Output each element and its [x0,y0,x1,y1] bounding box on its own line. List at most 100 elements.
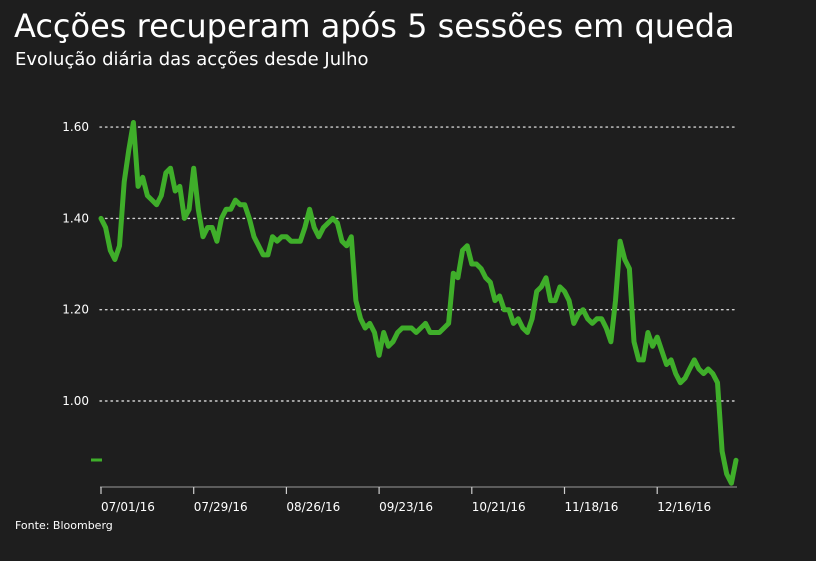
data-point [549,299,552,302]
data-point [303,226,306,229]
data-point [586,317,589,320]
data-point [619,240,622,243]
data-point [137,185,140,188]
data-point [572,322,575,325]
data-point [531,317,534,320]
data-point [336,222,339,225]
data-point [141,176,144,179]
data-point [466,244,469,247]
data-point [438,331,441,334]
data-point [229,208,232,211]
series-layer [98,120,739,486]
y-tick-label: 1.20 [62,303,89,317]
data-point [160,194,163,197]
data-point [461,249,464,252]
data-point [127,148,130,151]
data-point [646,331,649,334]
data-point [684,377,687,380]
data-point [197,208,200,211]
data-point [211,226,214,229]
chart-subtitle: Evolução diária das acções desde Julho [15,49,369,70]
data-point [262,253,265,256]
data-point [716,381,719,384]
data-point [174,190,177,193]
x-tick-label: 08/26/16 [286,500,340,514]
data-point [290,240,293,243]
data-point [313,226,316,229]
data-point [178,185,181,188]
data-point [234,199,237,202]
data-point [225,208,228,211]
data-point [257,244,260,247]
data-point [674,372,677,375]
data-point [665,363,668,366]
data-point [660,349,663,352]
data-point [308,208,311,211]
data-point [243,203,246,206]
y-tick-label: 1.40 [62,211,89,225]
data-point [535,290,538,293]
data-point [215,240,218,243]
data-point [711,372,714,375]
data-point [721,450,724,453]
data-point [248,217,251,220]
chart-title: Acções recuperam após 5 sessões em queda [14,7,735,45]
data-point [526,331,529,334]
data-point [350,235,353,238]
data-point [299,240,302,243]
data-point [202,235,205,238]
y-axis: 1.00 1.20 1.40 1.60 [62,120,102,462]
data-point [392,340,395,343]
data-point [628,267,631,270]
data-point [480,267,483,270]
data-point [679,381,682,384]
data-point [266,253,269,256]
data-point [540,285,543,288]
data-point [280,235,283,238]
data-point [591,322,594,325]
data-point [415,331,418,334]
data-point [623,258,626,261]
data-point [271,235,274,238]
data-point [239,203,242,206]
data-point [368,322,371,325]
data-point [220,217,223,220]
data-point [489,281,492,284]
data-point [475,263,478,266]
data-point [164,171,167,174]
data-point [113,258,116,261]
data-point [206,226,209,229]
data-point [322,226,325,229]
data-point [582,308,585,311]
data-point [146,194,149,197]
data-point [109,249,112,252]
data-point [484,276,487,279]
data-point [104,226,107,229]
data-point [192,167,195,170]
data-point [498,295,501,298]
series-line [98,120,739,486]
data-point [429,331,432,334]
data-point [494,299,497,302]
data-point [410,327,413,330]
data-point [118,244,121,247]
x-tick-label: 09/23/16 [379,500,433,514]
data-point [568,299,571,302]
data-point [401,327,404,330]
data-point [563,290,566,293]
data-point [697,368,700,371]
data-point [517,317,520,320]
data-point [341,240,344,243]
data-point [554,299,557,302]
data-point [183,217,186,220]
data-point [633,340,636,343]
data-point [433,331,436,334]
data-point [123,180,126,183]
data-point [470,263,473,266]
data-point [725,473,728,476]
data-point [545,276,548,279]
data-point [285,235,288,238]
data-point [373,331,376,334]
data-point [702,372,705,375]
